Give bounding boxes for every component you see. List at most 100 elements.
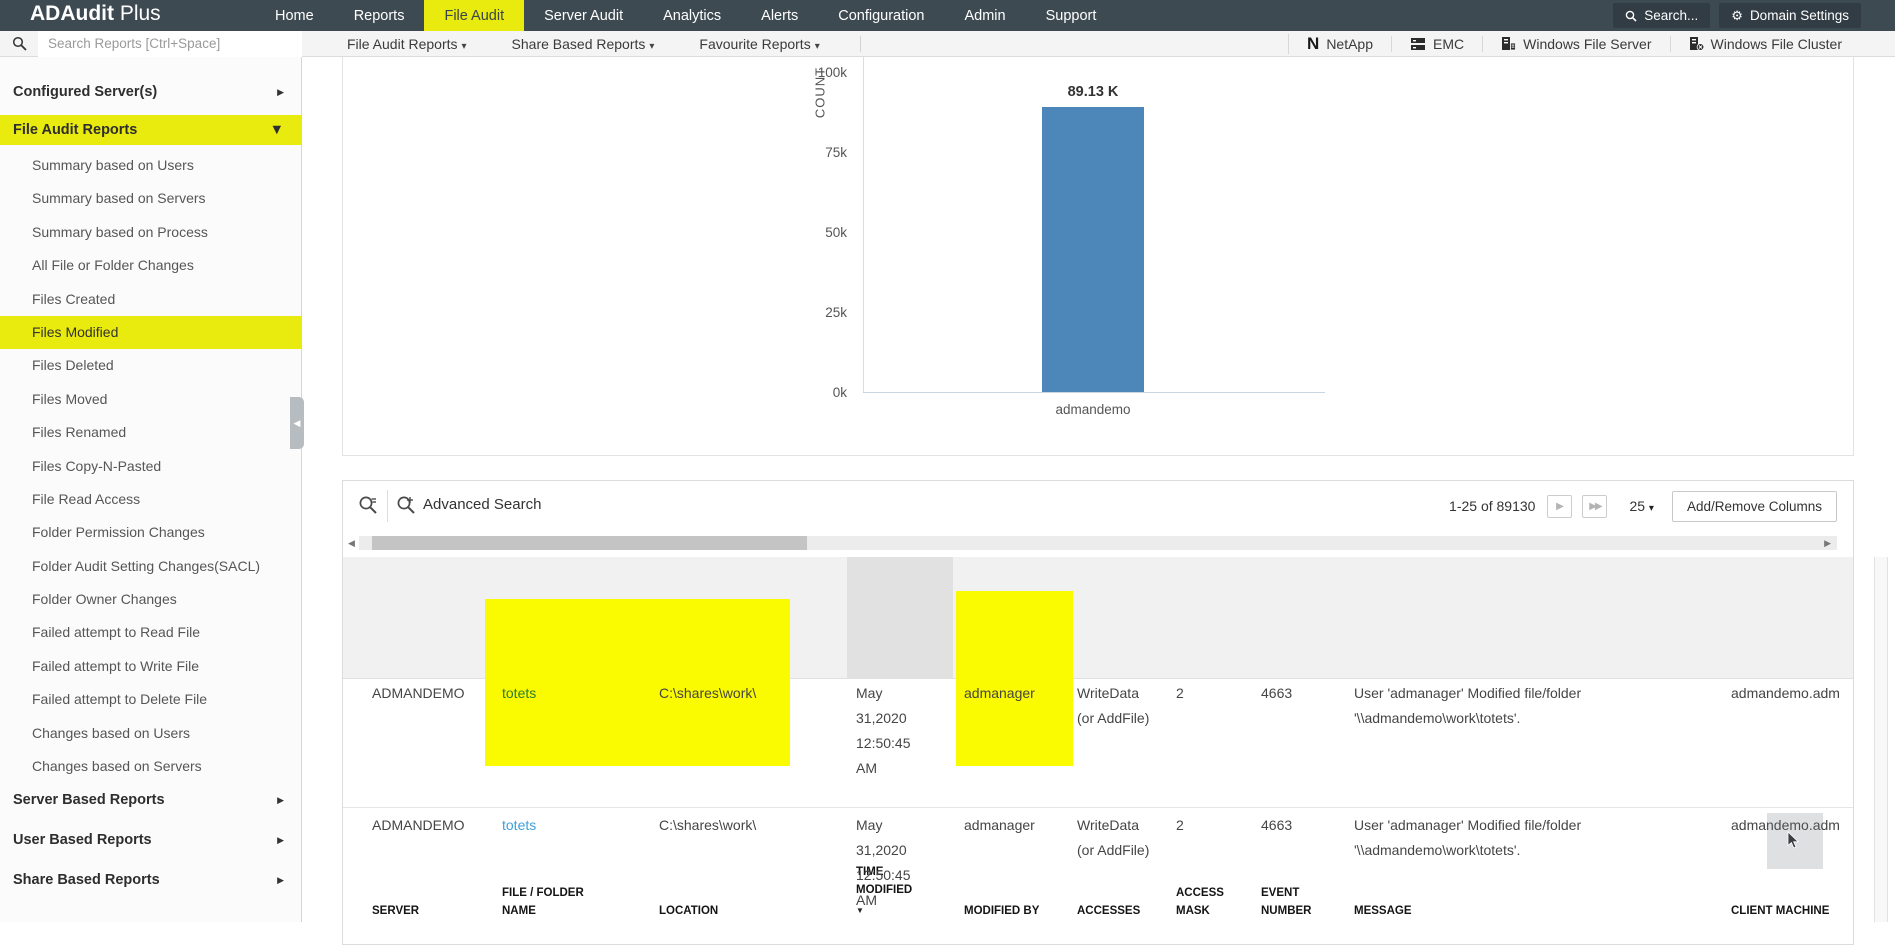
menu-file-audit-reports[interactable]: File Audit Reports ▾	[347, 36, 467, 52]
col-header-location[interactable]: LOCATION	[659, 905, 719, 917]
nav-item-configuration[interactable]: Configuration	[838, 7, 925, 24]
hscroll-right-arrow[interactable]: ▶	[1824, 538, 1831, 548]
mouse-cursor	[1767, 813, 1823, 869]
sidebar-item-files-deleted[interactable]: Files Deleted	[32, 357, 114, 374]
sidebar-section-label: Share Based Reports	[13, 872, 160, 888]
cell-file-folder-name[interactable]: totets	[502, 817, 537, 833]
cell-access-mask: 2	[1176, 685, 1184, 701]
menu-share-based-reports[interactable]: Share Based Reports ▾	[512, 36, 655, 52]
next-page-button[interactable]: ▶	[1547, 494, 1573, 518]
filter-search-icon[interactable]	[358, 495, 378, 515]
table-row[interactable]: ADMANDEMO totets C:\shares\work\ May 31,…	[343, 679, 1853, 807]
platform-emc[interactable]: EMC	[1391, 35, 1482, 52]
col-header-client-machine[interactable]: CLIENT MACHINE	[1731, 905, 1830, 917]
col-header-server[interactable]: SERVER	[372, 905, 420, 917]
sidebar-item-changes-based-servers[interactable]: Changes based on Servers	[32, 758, 202, 775]
chart-bar[interactable]	[1042, 107, 1144, 392]
cell-time-modified: May 31,2020 12:50:45 AM	[856, 817, 911, 908]
sidebar-section-server-based-reports[interactable]: Server Based Reports ▶	[0, 780, 302, 820]
col-header-event-number[interactable]: EVENT NUMBER	[1261, 887, 1312, 917]
nav-item-admin[interactable]: Admin	[964, 7, 1006, 24]
nav-item-support[interactable]: Support	[1045, 7, 1097, 24]
nav-item-file-audit[interactable]: File Audit	[424, 0, 525, 31]
sidebar-item-folder-owner-changes[interactable]: Folder Owner Changes	[32, 591, 177, 608]
app-logo[interactable]: ADAudit Plus	[0, 0, 255, 31]
navbar-right: Search... ⚙ Domain Settings	[1613, 0, 1895, 31]
platform-emc-label: EMC	[1433, 35, 1465, 52]
sidebar-item-files-modified[interactable]: Files Modified	[0, 315, 302, 350]
nav-item-home[interactable]: Home	[275, 7, 314, 24]
toolbar-divider	[387, 490, 388, 522]
sidebar-item-failed-read-file[interactable]: Failed attempt to Read File	[32, 624, 201, 641]
add-remove-columns-button[interactable]: Add/Remove Columns	[1671, 490, 1837, 522]
global-search-button[interactable]: Search...	[1613, 3, 1711, 28]
col-header-time-modified[interactable]: TIME MODIFIED ▼	[856, 863, 936, 920]
sidebar-item-summary-servers[interactable]: Summary based on Servers	[32, 190, 206, 207]
sidebar-section-label: File Audit Reports	[13, 122, 138, 138]
emc-icon	[1411, 37, 1426, 50]
col-header-modified-by[interactable]: MODIFIED BY	[964, 905, 1040, 917]
nav-item-server-audit[interactable]: Server Audit	[544, 7, 624, 24]
main-content: COUNT 0k 25k 50k 75k 100k 89.13 K admandemo …	[302, 45, 1895, 945]
sidebar-item-changes-based-users[interactable]: Changes based on Users	[32, 724, 190, 741]
table-vertical-scrollbar[interactable]	[1874, 557, 1888, 922]
platform-netapp-label: NetApp	[1326, 35, 1374, 52]
sidebar-item-failed-write-file[interactable]: Failed attempt to Write File	[32, 657, 200, 674]
chevron-left-icon: ◀	[293, 417, 301, 428]
col-header-time-modified-label: TIME MODIFIED	[856, 866, 913, 896]
hscroll-thumb[interactable]	[372, 536, 807, 550]
y-tick-label: 75k	[825, 145, 847, 160]
col-header-message[interactable]: MESSAGE	[1354, 905, 1412, 917]
sidebar-item-files-moved[interactable]: Files Moved	[32, 390, 108, 407]
page-size-select[interactable]: 25 ▾	[1629, 498, 1654, 514]
col-header-accesses[interactable]: ACCESSES	[1077, 905, 1141, 917]
report-table-card: Advanced Search 1-25 of 89130 ▶ ▶▶ 25 ▾ …	[342, 480, 1854, 945]
cell-modified-by: admanager	[964, 685, 1035, 701]
advanced-search-label[interactable]: Advanced Search	[423, 496, 542, 513]
sidebar-item-folder-audit-setting-changes[interactable]: Folder Audit Setting Changes(SACL)	[32, 557, 261, 574]
sidebar-section-file-audit-reports[interactable]: File Audit Reports ▼	[0, 115, 302, 145]
cell-modified-by: admanager	[964, 817, 1035, 833]
col-header-file-folder-name[interactable]: FILE / FOLDER NAME	[502, 887, 584, 917]
cell-client-machine: admandemo.adm	[1731, 817, 1840, 833]
nav-item-analytics[interactable]: Analytics	[663, 7, 722, 24]
chart-y-axis-line	[863, 57, 864, 393]
menu-favourite-reports[interactable]: Favourite Reports ▾	[699, 36, 819, 52]
sidebar-item-failed-delete-file[interactable]: Failed attempt to Delete File	[32, 691, 208, 708]
nav-item-alerts[interactable]: Alerts	[761, 7, 799, 24]
sidebar-item-file-read-access[interactable]: File Read Access	[32, 490, 141, 507]
hscroll-left-arrow[interactable]: ◀	[348, 538, 355, 548]
nav-item-reports[interactable]: Reports	[353, 7, 405, 24]
search-reports-input[interactable]	[38, 30, 302, 57]
chevron-right-icon: ▶	[277, 86, 284, 97]
col-header-access-mask[interactable]: ACCESS MASK	[1176, 887, 1224, 917]
sidebar-item-files-copy-n-pasted[interactable]: Files Copy-N-Pasted	[32, 457, 162, 474]
last-page-button[interactable]: ▶▶	[1582, 494, 1608, 518]
domain-settings-label: Domain Settings	[1749, 8, 1849, 23]
advanced-search-icon[interactable]	[396, 495, 416, 515]
main-nav: Home Reports File Audit Server Audit Ana…	[255, 0, 1116, 31]
bar-value-label: 89.13 K	[1067, 84, 1119, 100]
platform-netapp[interactable]: N NetApp	[1288, 33, 1391, 54]
cell-file-folder-name[interactable]: totets	[502, 685, 537, 701]
table-row[interactable]: ADMANDEMO totets C:\shares\work\ May 31,…	[343, 807, 1853, 944]
sidebar-item-folder-permission-changes[interactable]: Folder Permission Changes	[32, 524, 205, 541]
sidebar-item-all-file-folder-changes[interactable]: All File or Folder Changes	[32, 257, 194, 274]
sidebar-section-share-based-reports[interactable]: Share Based Reports ▶	[0, 860, 302, 900]
sidebar-section-configured-servers[interactable]: Configured Server(s) ▶	[0, 72, 302, 112]
sidebar-section-user-based-reports[interactable]: User Based Reports ▶	[0, 820, 302, 860]
sidebar-collapse-handle[interactable]: ◀	[290, 397, 304, 449]
chevron-right-icon: ▶	[277, 794, 284, 805]
sidebar-item-summary-users[interactable]: Summary based on Users	[32, 157, 194, 173]
sidebar-item-files-created[interactable]: Files Created	[32, 290, 116, 307]
domain-settings-button[interactable]: ⚙ Domain Settings	[1719, 3, 1861, 28]
sort-desc-icon[interactable]: ▼	[856, 906, 864, 915]
next-page-icon: ▶	[1556, 500, 1564, 512]
gear-icon: ⚙	[1731, 7, 1743, 23]
platform-windows-file-server[interactable]: Windows File Server	[1482, 35, 1669, 52]
sidebar-item-summary-process[interactable]: Summary based on Process	[32, 223, 208, 240]
sidebar-item-files-renamed[interactable]: Files Renamed	[32, 424, 127, 441]
platform-windows-file-cluster[interactable]: Windows File Cluster	[1669, 35, 1860, 52]
menu-share-based-reports-label: Share Based Reports	[511, 35, 646, 52]
y-tick-label: 25k	[825, 305, 847, 320]
